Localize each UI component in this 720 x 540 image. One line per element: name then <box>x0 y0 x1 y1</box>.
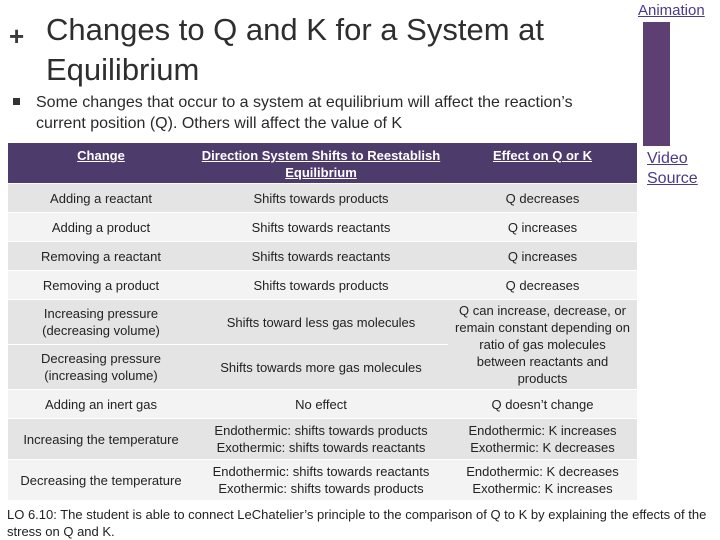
plus-icon: + <box>9 21 25 51</box>
direction-exothermic: Exothermic: shifts towards reactants <box>216 440 426 455</box>
table-row: Increasing pressure (decreasing volume) … <box>8 299 637 390</box>
cell-change: Adding a product <box>8 212 194 242</box>
cell-change: Increasing the temperature <box>8 418 194 460</box>
cell-direction: Shifts towards products <box>194 270 448 300</box>
table-header-row: Change Direction System Shifts to Reesta… <box>8 143 637 184</box>
cell-direction: Shifts towards products <box>194 183 448 213</box>
table-row: Adding an inert gas No effect Q doesn’t … <box>8 389 637 419</box>
cell-direction: Shifts towards reactants <box>194 212 448 242</box>
header-effect: Effect on Q or K <box>448 143 637 184</box>
cell-direction: No effect <box>194 389 448 419</box>
table-row: Adding a reactant Shifts towards product… <box>8 183 637 213</box>
effect-endothermic: Endothermic: K decreases <box>466 464 619 479</box>
cell-change: Removing a product <box>8 270 194 300</box>
effect-endothermic: Endothermic: K increases <box>468 423 617 438</box>
cell-effect: Q doesn’t change <box>448 389 637 419</box>
cell-effect: Q increases <box>448 241 637 271</box>
cell-effect: Q decreases <box>448 270 637 300</box>
cell-change: Removing a reactant <box>8 241 194 271</box>
table-row: Decreasing the temperature Endothermic: … <box>8 459 637 501</box>
table-row: Removing a reactant Shifts towards react… <box>8 241 637 271</box>
cell-effect: Endothermic: K increases Exothermic: K d… <box>448 418 637 460</box>
animation-link[interactable]: Animation <box>638 2 705 19</box>
cell-change: Adding an inert gas <box>8 389 194 419</box>
cell-change: Decreasing the temperature <box>8 459 194 501</box>
table-row: Removing a product Shifts towards produc… <box>8 270 637 300</box>
cell-direction: Shifts towards reactants <box>194 241 448 271</box>
direction-endothermic: Endothermic: shifts towards products <box>214 423 428 438</box>
header-direction: Direction System Shifts to Reestablish E… <box>194 143 448 184</box>
cell-change: Decreasing pressure (increasing volume) <box>8 344 194 390</box>
effect-exothermic: Exothermic: K decreases <box>470 440 615 455</box>
table-row: Decreasing pressure (increasing volume) … <box>8 344 637 390</box>
cell-direction: Shifts towards more gas molecules <box>194 344 448 390</box>
table-row: Increasing the temperature Endothermic: … <box>8 418 637 460</box>
direction-endothermic: Endothermic: shifts towards reactants <box>212 464 430 479</box>
cell-direction: Endothermic: shifts towards products Exo… <box>194 418 448 460</box>
cell-change: Adding a reactant <box>8 183 194 213</box>
cell-effect: Q increases <box>448 212 637 242</box>
slide-title: Changes to Q and K for a System at Equil… <box>46 12 544 87</box>
video-source-link[interactable]: Video Source <box>647 150 698 187</box>
effect-exothermic: Exothermic: K increases <box>472 481 613 496</box>
cell-effect: Q can increase, decrease, or remain cons… <box>448 299 637 390</box>
accent-bar <box>643 22 670 146</box>
table-row: Adding a product Shifts towards reactant… <box>8 212 637 242</box>
bullet-text: Some changes that occur to a system at e… <box>36 94 573 132</box>
header-change: Change <box>8 143 194 184</box>
direction-exothermic: Exothermic: shifts towards products <box>218 481 424 496</box>
cell-direction: Endothermic: shifts towards reactants Ex… <box>194 459 448 501</box>
cell-change: Increasing pressure (decreasing volume) <box>8 299 194 345</box>
learning-objective: LO 6.10: The student is able to connect … <box>7 507 707 539</box>
cell-effect: Q decreases <box>448 183 637 213</box>
cell-direction: Shifts toward less gas molecules <box>194 299 448 345</box>
equilibrium-changes-table: Change Direction System Shifts to Reesta… <box>8 143 637 501</box>
cell-effect: Endothermic: K decreases Exothermic: K i… <box>448 459 637 501</box>
bullet-square-icon <box>13 98 20 105</box>
